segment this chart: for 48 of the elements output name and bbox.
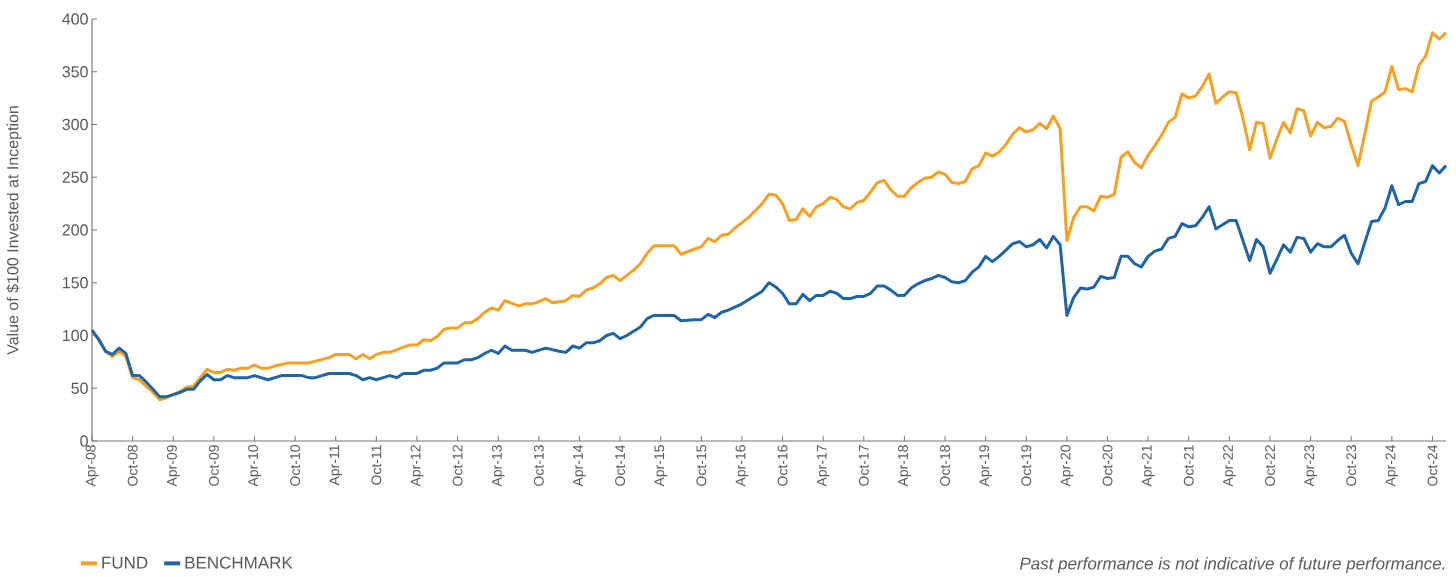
x-tick-label: Apr-10 (248, 445, 261, 487)
x-tick-label: Oct-13 (533, 445, 544, 486)
x-tick-label: Oct-12 (452, 445, 463, 486)
x-tick-label: Oct-16 (777, 445, 788, 486)
y-tick-label: 50 (71, 382, 88, 394)
x-tick-label: Apr-12 (410, 445, 424, 487)
x-tick-label: Oct-18 (940, 445, 950, 486)
x-tick-label: Oct-17 (858, 445, 869, 486)
y-tick-label: 100 (63, 329, 88, 342)
y-tick-label: 350 (62, 66, 88, 78)
x-tick-label: Oct-19 (1021, 445, 1032, 486)
x-tick-label: Apr-15 (654, 445, 667, 487)
x-tick-label: Apr-24 (1385, 444, 1399, 487)
x-tick-label: Apr-13 (491, 445, 505, 487)
x-tick-label: Oct-22 (1265, 445, 1275, 486)
x-tick-label: Apr-20 (1060, 445, 1074, 487)
y-tick-label: 250 (62, 171, 88, 183)
x-tick-label: Apr-23 (1304, 445, 1317, 487)
legend-label: FUND (102, 556, 148, 569)
x-tick-label: Oct-15 (696, 445, 707, 486)
x-tick-label: Apr-09 (166, 445, 180, 487)
x-tick-label: Oct-09 (208, 445, 219, 486)
x-tick-label: Oct-11 (371, 445, 382, 485)
x-tick-label: Oct-23 (1346, 445, 1357, 486)
x-tick-label: Apr-08 (85, 445, 99, 487)
x-tick-label: Oct-08 (127, 445, 138, 486)
x-tick-label: Oct-24 (1427, 444, 1438, 486)
x-tick-label: Apr-16 (735, 445, 749, 487)
line-series (90, 31, 1448, 402)
x-tick-label: Apr-11 (329, 445, 343, 486)
y-tick-label: 300 (62, 118, 88, 131)
x-tick-label: Oct-21 (1183, 445, 1194, 486)
text: Past performance is not indicative of future performance. (1019, 557, 1445, 573)
y-tick-label: 150 (63, 277, 88, 289)
x-tick-label: Apr-22 (1223, 445, 1236, 487)
x-tick-label: Apr-18 (898, 445, 911, 487)
y-tick-label: 400 (62, 13, 88, 25)
x-tick-label: Apr-17 (816, 445, 830, 487)
legend-label: BENCHMARK (185, 556, 293, 569)
x-tick-label: Apr-14 (573, 444, 586, 487)
y-tick-label: 200 (62, 224, 88, 236)
x-tick-label: Apr-21 (1141, 445, 1155, 487)
x-tick-label: Oct-14 (615, 444, 626, 486)
y-axis-title: Value of $100 Invested at Inception (6, 106, 22, 355)
y-tick-label: 0 (80, 435, 88, 447)
x-tick-label: Apr-19 (979, 445, 992, 487)
x-tick-label: Oct-20 (1102, 445, 1113, 486)
x-tick-label: Oct-10 (290, 445, 301, 486)
